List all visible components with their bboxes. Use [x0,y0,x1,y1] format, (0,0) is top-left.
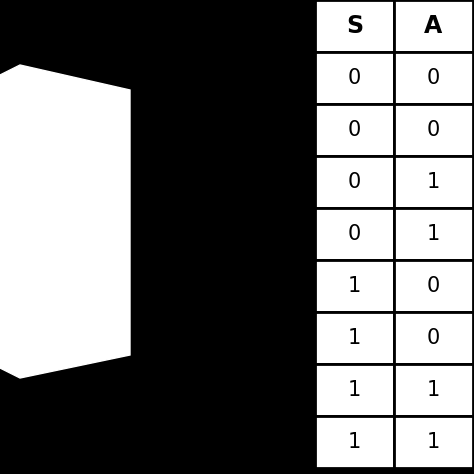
Text: 0: 0 [348,224,361,244]
Bar [315,364,394,416]
Bar [394,0,473,52]
Bar [394,364,473,416]
Text: 0: 0 [427,68,440,88]
Bar [394,260,473,312]
Text: 1: 1 [427,172,440,192]
Bar [394,104,473,156]
Text: 0: 0 [427,276,440,296]
Text: 0: 0 [348,120,361,140]
Text: 1: 1 [348,328,361,348]
Bar [315,208,394,260]
Text: 1: 1 [348,432,361,452]
Text: 1: 1 [348,276,361,296]
Bar [394,208,473,260]
Text: 1: 1 [427,224,440,244]
Bar [394,52,473,104]
Text: 1: 1 [348,380,361,400]
Bar [315,260,394,312]
Text: 0: 0 [348,68,361,88]
Bar [315,312,394,364]
Bar [315,0,394,52]
Bar [394,312,473,364]
Bar [315,156,394,208]
Bar [315,416,394,468]
Text: 1: 1 [427,380,440,400]
Bar [315,104,394,156]
Text: 0: 0 [348,172,361,192]
Text: 0: 0 [427,120,440,140]
Text: S: S [346,14,363,38]
Text: 1: 1 [427,432,440,452]
Text: 0: 0 [427,328,440,348]
Bar [394,416,473,468]
Bar [394,156,473,208]
Polygon shape [0,65,130,378]
Bar [315,52,394,104]
Text: A: A [424,14,443,38]
